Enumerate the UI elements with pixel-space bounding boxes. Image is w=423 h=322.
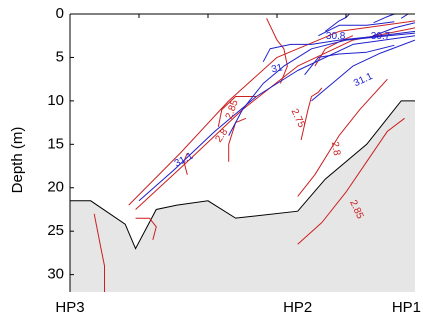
salinity-contour-12	[138, 35, 415, 202]
y-axis-title: Depth (m)	[9, 127, 26, 194]
density-contour-0	[135, 217, 157, 241]
y-tick-label-0: 0	[56, 5, 64, 22]
y-tick-label-10: 10	[47, 92, 64, 109]
y-tick-label-30: 30	[47, 266, 64, 283]
salinity-contour-17	[318, 21, 395, 37]
density-contour-2	[128, 20, 415, 206]
salinity-contour-20	[400, 14, 412, 19]
salinity-contour-16	[311, 39, 415, 102]
density-contour-4	[183, 152, 188, 175]
salinity-contour-21	[373, 22, 415, 37]
y-tick-label-15: 15	[47, 135, 64, 152]
density-contour-1	[93, 213, 105, 292]
contour-label-8: 2.8	[329, 141, 342, 157]
density-contour-5	[217, 96, 257, 127]
density-contour-6	[228, 117, 247, 162]
contour-label-3: 31.1	[352, 71, 375, 89]
y-tick-label-20: 20	[47, 179, 64, 196]
axes: 0 5 10 15 20 25 30 HP3 HP2 HP1	[47, 5, 421, 316]
contour-label-1: 30.7	[371, 31, 391, 42]
salinity-contour-19	[373, 14, 395, 24]
salinity-contour-15	[304, 44, 395, 76]
density-contour-7	[266, 18, 288, 84]
contour-label-6: 2.8	[213, 127, 230, 145]
contour-label-0: 30.8	[326, 31, 346, 42]
salinity-contour-18	[324, 14, 350, 32]
contour-label-2: 31	[270, 62, 284, 75]
seabed-line	[70, 100, 415, 250]
station-label-hp3: HP3	[55, 299, 84, 316]
seabed-area	[70, 100, 415, 292]
y-tick-label-5: 5	[56, 48, 64, 65]
density-contour-11	[297, 117, 405, 245]
density-contour-10	[297, 78, 388, 197]
salinity-contour-13	[228, 32, 415, 136]
density-contour-8	[300, 87, 323, 141]
station-label-hp1: HP1	[392, 299, 421, 316]
station-label-hp2: HP2	[283, 299, 312, 316]
salinity-contour-14	[262, 30, 415, 63]
y-tick-label-25: 25	[47, 222, 64, 239]
